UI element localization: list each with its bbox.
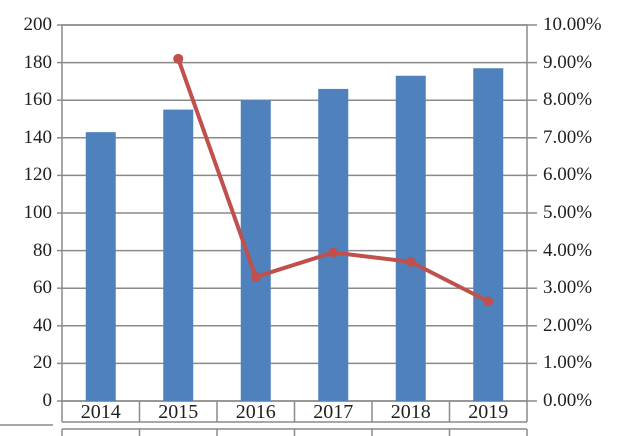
right-axis-tick-label: 8.00% [543, 89, 593, 111]
x-axis-category-label: 2017 [313, 401, 354, 423]
x-axis-category-label: 2018 [390, 401, 431, 423]
left-axis-tick-label: 200 [23, 14, 53, 35]
line-marker-2015 [173, 53, 184, 64]
line-marker-2017 [328, 247, 339, 258]
right-axis-tick-label: 4.00% [543, 239, 593, 261]
left-axis-tick-label: 160 [23, 89, 53, 111]
line-marker-2019 [483, 296, 494, 307]
right-axis-tick-label: 0.00% [543, 390, 593, 411]
line-marker-2016 [250, 271, 261, 282]
x-axis-category-label: 2015 [158, 401, 199, 423]
x-axis-category-label: 2016 [235, 401, 276, 423]
right-axis-tick-label: 2.00% [543, 314, 593, 336]
left-axis-tick-label: 40 [33, 314, 52, 336]
right-axis-tick-label: 9.00% [543, 51, 593, 73]
left-axis-tick-label: 140 [23, 126, 53, 148]
left-axis-tick-label: 20 [33, 352, 52, 374]
left-axis-tick-label: 0 [42, 390, 53, 411]
bar-2018 [395, 75, 426, 401]
bar-2019 [473, 68, 504, 402]
right-axis-tick-label: 5.00% [543, 202, 593, 223]
x-axis-category-label: 2019 [468, 401, 509, 423]
left-axis-tick-label: 80 [33, 239, 52, 261]
x-axis-category-label: 2014 [80, 401, 121, 423]
bar-2017 [318, 88, 349, 402]
line-marker-2018 [405, 256, 416, 267]
right-axis-tick-label: 10.00% [543, 14, 602, 35]
right-axis-tick-label: 7.00% [543, 126, 593, 148]
bar-2015 [163, 109, 194, 401]
left-axis-tick-label: 120 [23, 164, 53, 186]
left-axis-tick-label: 100 [23, 202, 53, 223]
left-axis-tick-label: 180 [23, 51, 53, 73]
right-axis-tick-label: 3.00% [543, 277, 593, 299]
bar-2014 [85, 132, 116, 401]
right-axis-tick-label: 6.00% [543, 164, 593, 186]
right-axis-tick-label: 1.00% [543, 352, 593, 374]
left-axis-tick-label: 60 [33, 277, 52, 299]
